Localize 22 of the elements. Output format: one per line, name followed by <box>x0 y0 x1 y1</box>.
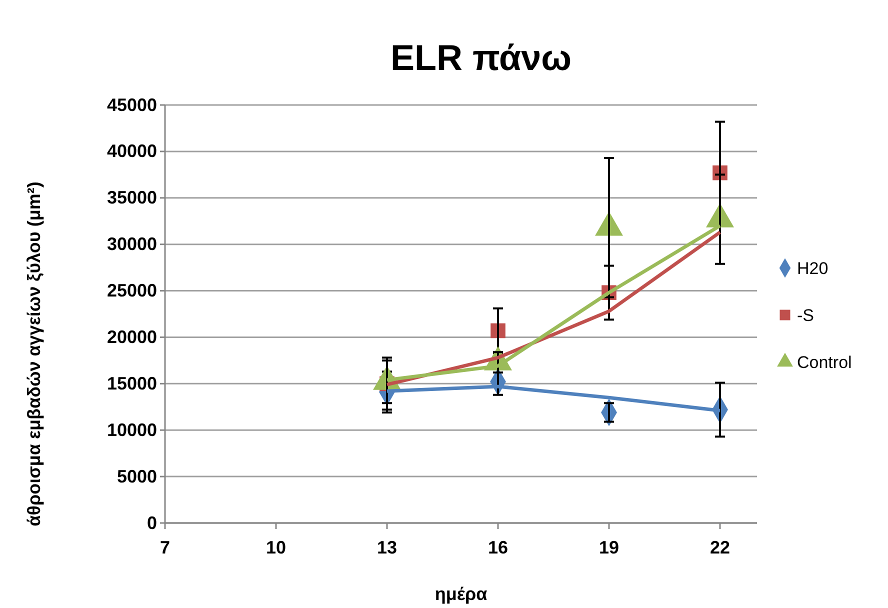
y-tick-label: 25000 <box>106 280 157 301</box>
chart-title: ELR πάνω <box>390 37 572 78</box>
x-tick-label: 22 <box>710 538 730 558</box>
y-tick-label: 40000 <box>106 141 157 162</box>
y-tick-label: 35000 <box>106 188 157 208</box>
legend-label: Control <box>797 353 852 372</box>
x-tick-label: 16 <box>488 538 508 558</box>
x-tick-label: 19 <box>598 538 620 558</box>
x-tick-label: 13 <box>376 538 398 558</box>
legend-label: -S <box>797 306 814 325</box>
y-tick-label: 0 <box>146 512 157 533</box>
y-tick-label: 15000 <box>106 373 157 394</box>
y-tick-label: 5000 <box>116 466 157 486</box>
x-axis-title: ημέρα <box>434 584 488 604</box>
x-tick-label: 7 <box>160 538 170 558</box>
x-tick-label: 10 <box>266 538 286 558</box>
y-axis-title: άθροισμα εμβαδών αγγείων ξύλου (μm²) <box>24 182 44 526</box>
y-tick-label: 30000 <box>106 234 157 254</box>
legend-label: H20 <box>797 259 828 278</box>
y-tick-label: 45000 <box>106 94 157 115</box>
y-tick-label: 20000 <box>106 326 157 347</box>
y-tick-label: 10000 <box>106 420 157 440</box>
